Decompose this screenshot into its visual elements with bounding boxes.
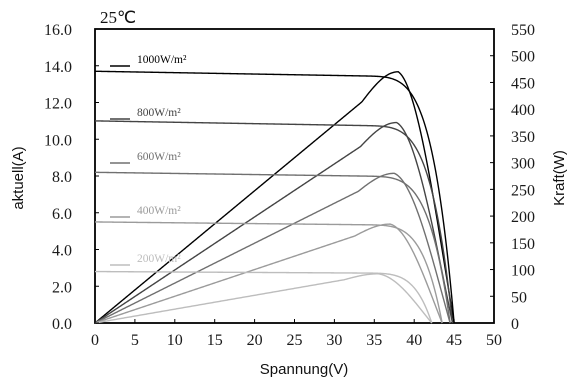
y-right-tick-label: 500 — [511, 49, 535, 66]
y-right-tick-label: 0 — [511, 316, 519, 333]
ticks-layer: 0 5 10 15 20 25 30 35 40 45 50 0.0 2.0 4.0 6.0 8.0 10.0 1… — [44, 22, 535, 349]
x-tick-label: 50 — [486, 332, 502, 349]
y-left-tick-label: 2.0 — [52, 279, 72, 296]
x-tick-label: 20 — [247, 332, 263, 349]
power-curve — [94, 223, 443, 324]
y-right-tick-label: 150 — [511, 236, 535, 253]
x-tick-label: 0 — [91, 332, 99, 349]
y-left-tick-label: 12.0 — [44, 96, 72, 113]
y-left-tick-label: 8.0 — [52, 169, 72, 186]
y-left-tick-label: 14.0 — [44, 59, 72, 76]
current-curve — [94, 171, 451, 324]
y-left-tick-label: 16.0 — [44, 22, 72, 39]
y-right-tick-label: 550 — [511, 22, 535, 39]
legend-label: 800W/m² — [137, 107, 181, 119]
y-left-tick-label: 0.0 — [52, 316, 72, 333]
y-right-tick-label: 300 — [511, 156, 535, 173]
y-right-tick-label: 200 — [511, 209, 535, 226]
legend-label: 600W/m² — [137, 151, 181, 163]
y-right-tick-label: 250 — [511, 182, 535, 199]
temperature-label: 25℃ — [100, 8, 136, 27]
current-curve — [94, 70, 455, 324]
x-tick-label: 45 — [446, 332, 462, 349]
power-curve — [94, 172, 451, 324]
current-curve — [94, 120, 454, 324]
x-tick-label: 40 — [406, 332, 422, 349]
power-curve — [94, 121, 454, 324]
x-axis-title: Spannung(V) — [260, 361, 348, 378]
y-left-tick-label: 6.0 — [52, 206, 72, 223]
current-curve — [94, 221, 443, 324]
y-right-tick-label: 50 — [511, 289, 527, 306]
x-tick-label: 25 — [287, 332, 303, 349]
x-tick-label: 15 — [207, 332, 223, 349]
legend-label: 200W/m² — [137, 253, 181, 265]
curves-layer — [94, 70, 455, 324]
power-curve — [94, 273, 433, 324]
legend-label: 1000W/m² — [137, 54, 187, 66]
y-right-tick-label: 450 — [511, 75, 535, 92]
x-tick-label: 5 — [131, 332, 139, 349]
legend-label: 400W/m² — [137, 205, 181, 217]
y-left-tick-label: 4.0 — [52, 243, 72, 260]
y-right-tick-label: 100 — [511, 263, 535, 280]
y-axis-right-title: Kraft(W) — [551, 150, 568, 206]
plot-frame — [94, 28, 495, 324]
plot-area — [94, 28, 495, 324]
x-tick-label: 30 — [326, 332, 342, 349]
y-right-tick-label: 350 — [511, 129, 535, 146]
legend: 1000W/m² 800W/m² 600W/m² 400W/m² 200W/m² — [110, 54, 187, 266]
y-left-tick-label: 10.0 — [44, 132, 72, 149]
x-tick-label: 10 — [167, 332, 183, 349]
y-axis-left-title: aktuell(A) — [10, 146, 27, 209]
y-right-tick-label: 400 — [511, 102, 535, 119]
x-tick-label: 35 — [366, 332, 382, 349]
